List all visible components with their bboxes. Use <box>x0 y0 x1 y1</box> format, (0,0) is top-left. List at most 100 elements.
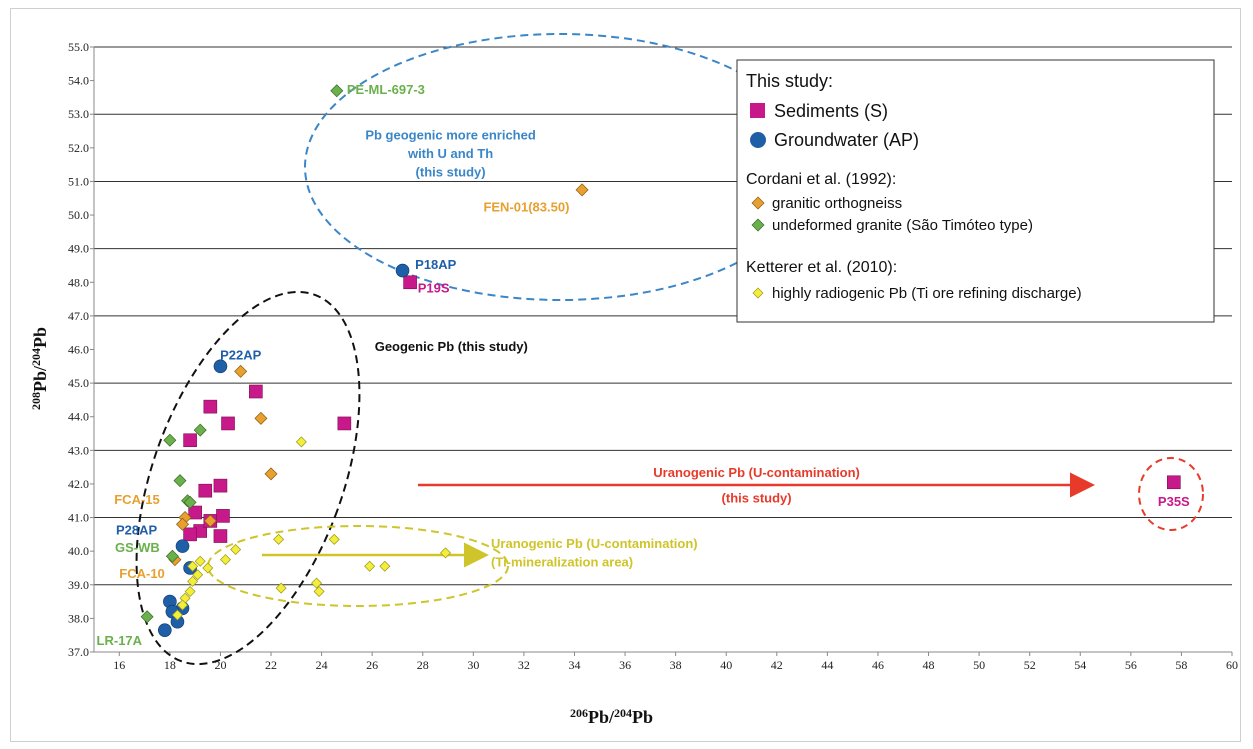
ellipse-yellow-ti <box>207 525 509 607</box>
x-tick-label: 60 <box>1226 658 1238 672</box>
legend-marker-undeformed <box>751 218 765 232</box>
y-tick-label: 38.0 <box>68 611 89 625</box>
point-sediment <box>183 527 197 542</box>
point-sediment <box>213 478 228 493</box>
point-radiogenic <box>192 569 204 581</box>
y-tick-label: 43.0 <box>68 443 89 457</box>
y-tick-label: 53.0 <box>68 107 89 121</box>
x-tick-label: 56 <box>1125 658 1137 672</box>
x-tick-label: 36 <box>619 658 631 672</box>
x-tick-label: 48 <box>923 658 935 672</box>
point-groundwater <box>175 539 190 553</box>
point-granitic-orthogneiss <box>264 467 278 481</box>
y-tick-label: 54.0 <box>68 74 89 88</box>
x-tick-label: 16 <box>113 658 125 672</box>
point-radiogenic <box>220 554 231 566</box>
legend-marker-groundwater <box>750 132 766 148</box>
legend-marker-sediments <box>750 103 765 118</box>
annotation-label: GS-WB <box>115 540 160 555</box>
point-sediment <box>216 509 230 523</box>
ellipse-black-geogenic <box>135 290 361 666</box>
annotation-label: P19S <box>418 280 450 295</box>
annotation-label: (this study) <box>722 490 792 505</box>
point-sediment <box>188 505 202 520</box>
legend-label-granitic: granitic orthogneiss <box>772 195 902 212</box>
x-tick-label: 50 <box>973 658 985 672</box>
point-undeformed-granite <box>163 433 177 447</box>
y-tick-label: 37.0 <box>68 645 89 659</box>
annotation-label: (this study) <box>416 164 486 179</box>
legend-label-undeformed: undeformed granite (São Timóteo type) <box>772 217 1033 234</box>
point-groundwater <box>395 263 410 278</box>
figure-frame <box>10 8 1241 742</box>
x-tick-label: 28 <box>417 658 429 672</box>
annotation-label: PE-ML-697-3 <box>347 82 425 97</box>
x-axis-label: 206Pb/204Pb <box>570 706 653 727</box>
point-groundwater <box>213 359 228 374</box>
annotation-label: Pb geogenic more enriched <box>365 127 536 142</box>
point-granitic-orthogneiss <box>176 517 190 531</box>
annotation-label: P22AP <box>220 348 262 363</box>
point-sediment <box>221 416 235 431</box>
ellipse-red-p35s <box>1138 457 1204 531</box>
y-tick-label: 46.0 <box>68 343 89 357</box>
legend-heading-cordani: Cordani et al. (1992): <box>746 171 896 188</box>
x-tick-label: 24 <box>316 658 328 672</box>
point-radiogenic <box>194 555 206 567</box>
y-tick-label: 55.0 <box>68 40 89 54</box>
point-radiogenic <box>177 599 189 611</box>
point-sediment <box>183 433 197 448</box>
point-radiogenic <box>313 586 325 597</box>
x-tick-label: 58 <box>1175 658 1187 672</box>
y-tick-label: 44.0 <box>68 410 89 424</box>
point-sediment <box>249 384 263 399</box>
point-undeformed-granite <box>193 423 207 437</box>
point-radiogenic <box>184 586 196 597</box>
point-radiogenic <box>187 560 199 572</box>
point-sediment <box>403 275 417 290</box>
y-axis-label: 208Pb/204Pb <box>29 327 50 410</box>
point-radiogenic <box>171 609 183 621</box>
point-granitic-orthogneiss <box>203 514 217 528</box>
annotation-label: (Ti-mineralization area) <box>491 554 633 569</box>
x-tick-label: 26 <box>366 658 378 672</box>
y-tick-label: 49.0 <box>68 242 89 256</box>
point-sediment <box>198 483 213 498</box>
x-tick-label: 18 <box>164 658 176 672</box>
x-tick-label: 46 <box>872 658 884 672</box>
point-radiogenic <box>328 533 340 545</box>
point-granitic-orthogneiss <box>575 183 589 197</box>
x-ticks: 16 18 20 22 24 26 28 30 32 34 36 38 40 42 44 46 48 50 52 54… <box>113 652 1238 672</box>
point-radiogenic <box>295 436 307 448</box>
annotation-label: Geogenic Pb (this study) <box>375 339 528 354</box>
data-points <box>140 84 1181 637</box>
x-tick-label: 34 <box>568 658 580 672</box>
legend-label-groundwater: Groundwater (AP) <box>774 130 919 150</box>
y-tick-label: 40.0 <box>68 544 89 558</box>
y-tick-label: 41.0 <box>68 511 89 525</box>
point-radiogenic <box>364 560 376 572</box>
x-tick-label: 32 <box>518 658 530 672</box>
annotation-label: with U and Th <box>407 146 493 161</box>
x-tick-label: 30 <box>467 658 479 672</box>
legend-heading-ketterer: Ketterer et al. (2010): <box>746 259 897 276</box>
point-radiogenic <box>230 543 242 555</box>
point-groundwater <box>158 623 172 637</box>
y-tick-label: 51.0 <box>68 174 89 188</box>
annotation-label: FEN-01(83.50) <box>483 200 569 215</box>
x-tick-label: 52 <box>1024 658 1036 672</box>
annotation-label: FCA-10 <box>119 566 165 581</box>
point-undeformed-granite <box>140 610 154 624</box>
x-tick-label: 54 <box>1074 658 1086 672</box>
y-tick-label: 39.0 <box>68 578 89 592</box>
legend-marker-granitic <box>751 196 765 210</box>
legend-label-sediments: Sediments (S) <box>774 101 888 121</box>
point-sediment <box>337 416 352 431</box>
y-tick-label: 45.0 <box>68 376 89 390</box>
point-sediment <box>213 529 228 543</box>
x-tick-label: 42 <box>771 658 783 672</box>
x-tick-label: 20 <box>214 658 226 672</box>
y-tick-label: 47.0 <box>68 309 89 323</box>
point-undeformed-granite <box>173 474 187 488</box>
